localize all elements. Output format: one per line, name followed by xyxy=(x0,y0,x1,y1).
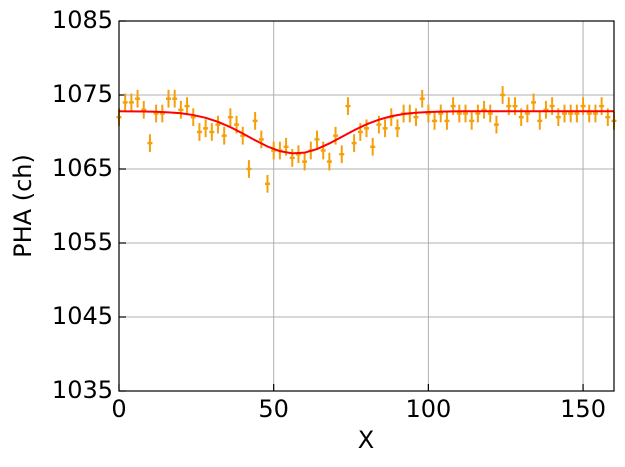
x-tick-label: 100 xyxy=(405,395,451,423)
data-point xyxy=(562,112,567,115)
data-point xyxy=(537,119,543,123)
data-point xyxy=(463,112,468,115)
data-point xyxy=(419,97,425,100)
data-point xyxy=(580,104,586,108)
data-point xyxy=(227,116,233,119)
data-point xyxy=(240,134,246,137)
data-point xyxy=(376,123,382,126)
data-point xyxy=(326,160,332,163)
data-point xyxy=(141,108,147,111)
data-point xyxy=(333,134,339,137)
data-point xyxy=(512,104,518,108)
data-point xyxy=(456,112,462,115)
data-point xyxy=(394,127,400,130)
data-point xyxy=(413,116,419,119)
data-point xyxy=(351,141,357,145)
x-tick-label: 150 xyxy=(560,395,606,423)
data-point xyxy=(432,119,438,123)
data-point xyxy=(481,108,487,111)
data-point xyxy=(184,104,190,108)
data-point xyxy=(295,153,301,156)
data-point xyxy=(153,112,159,115)
data-point xyxy=(549,104,555,108)
data-point xyxy=(438,112,444,115)
data-point xyxy=(190,116,196,119)
data-point xyxy=(518,116,524,119)
y-tick-label: 1035 xyxy=(52,376,113,404)
data-point xyxy=(364,127,369,130)
data-point xyxy=(172,97,178,100)
data-point xyxy=(159,112,165,115)
y-axis-label: PHA (ch) xyxy=(9,154,37,258)
data-point xyxy=(531,101,537,104)
data-point xyxy=(271,149,277,152)
y-tick-label: 1065 xyxy=(52,154,113,182)
data-point xyxy=(265,182,270,185)
data-point xyxy=(599,104,605,108)
y-tick-label: 1085 xyxy=(52,6,113,34)
data-point xyxy=(450,104,456,108)
data-point xyxy=(234,123,240,126)
x-tick-label: 50 xyxy=(258,395,289,423)
data-point xyxy=(339,153,345,156)
data-point xyxy=(469,119,475,123)
data-point xyxy=(128,101,134,104)
plot-frame xyxy=(118,20,615,392)
data-point xyxy=(196,130,202,134)
y-tick-label: 1055 xyxy=(52,228,113,256)
data-point xyxy=(314,138,320,141)
data-point xyxy=(246,167,252,171)
data-point xyxy=(586,112,592,115)
data-point xyxy=(345,104,351,108)
data-point xyxy=(574,112,580,115)
data-point xyxy=(221,134,227,137)
data-point xyxy=(166,97,171,100)
data-point xyxy=(524,112,530,115)
data-point xyxy=(592,112,598,115)
fit-line xyxy=(118,110,614,155)
data-point xyxy=(500,93,506,97)
y-tick-label: 1045 xyxy=(52,302,113,330)
data-point xyxy=(135,97,141,100)
data-point xyxy=(252,119,258,123)
data-point xyxy=(487,112,493,115)
y-tick-label: 1075 xyxy=(52,80,113,108)
x-axis-label: X xyxy=(358,426,374,454)
data-point xyxy=(475,112,481,115)
data-point xyxy=(178,108,184,111)
data-point xyxy=(320,149,326,152)
data-point xyxy=(258,138,264,141)
data-point xyxy=(568,112,574,115)
data-point xyxy=(122,101,128,104)
data-point xyxy=(493,123,499,126)
data-point xyxy=(605,116,611,119)
data-point xyxy=(555,116,561,119)
data-point xyxy=(302,160,308,163)
data-point xyxy=(543,108,549,111)
data-point xyxy=(382,127,388,130)
data-point xyxy=(209,130,215,134)
data-point xyxy=(370,145,376,148)
data-point xyxy=(147,141,153,145)
data-point xyxy=(506,104,512,108)
data-point xyxy=(283,145,289,148)
data-point xyxy=(215,123,221,126)
data-point xyxy=(357,130,363,134)
data-point xyxy=(444,119,450,123)
x-tick-label: 0 xyxy=(111,395,126,423)
data-point xyxy=(425,112,431,115)
data-point xyxy=(203,127,209,130)
data-point xyxy=(289,156,295,160)
